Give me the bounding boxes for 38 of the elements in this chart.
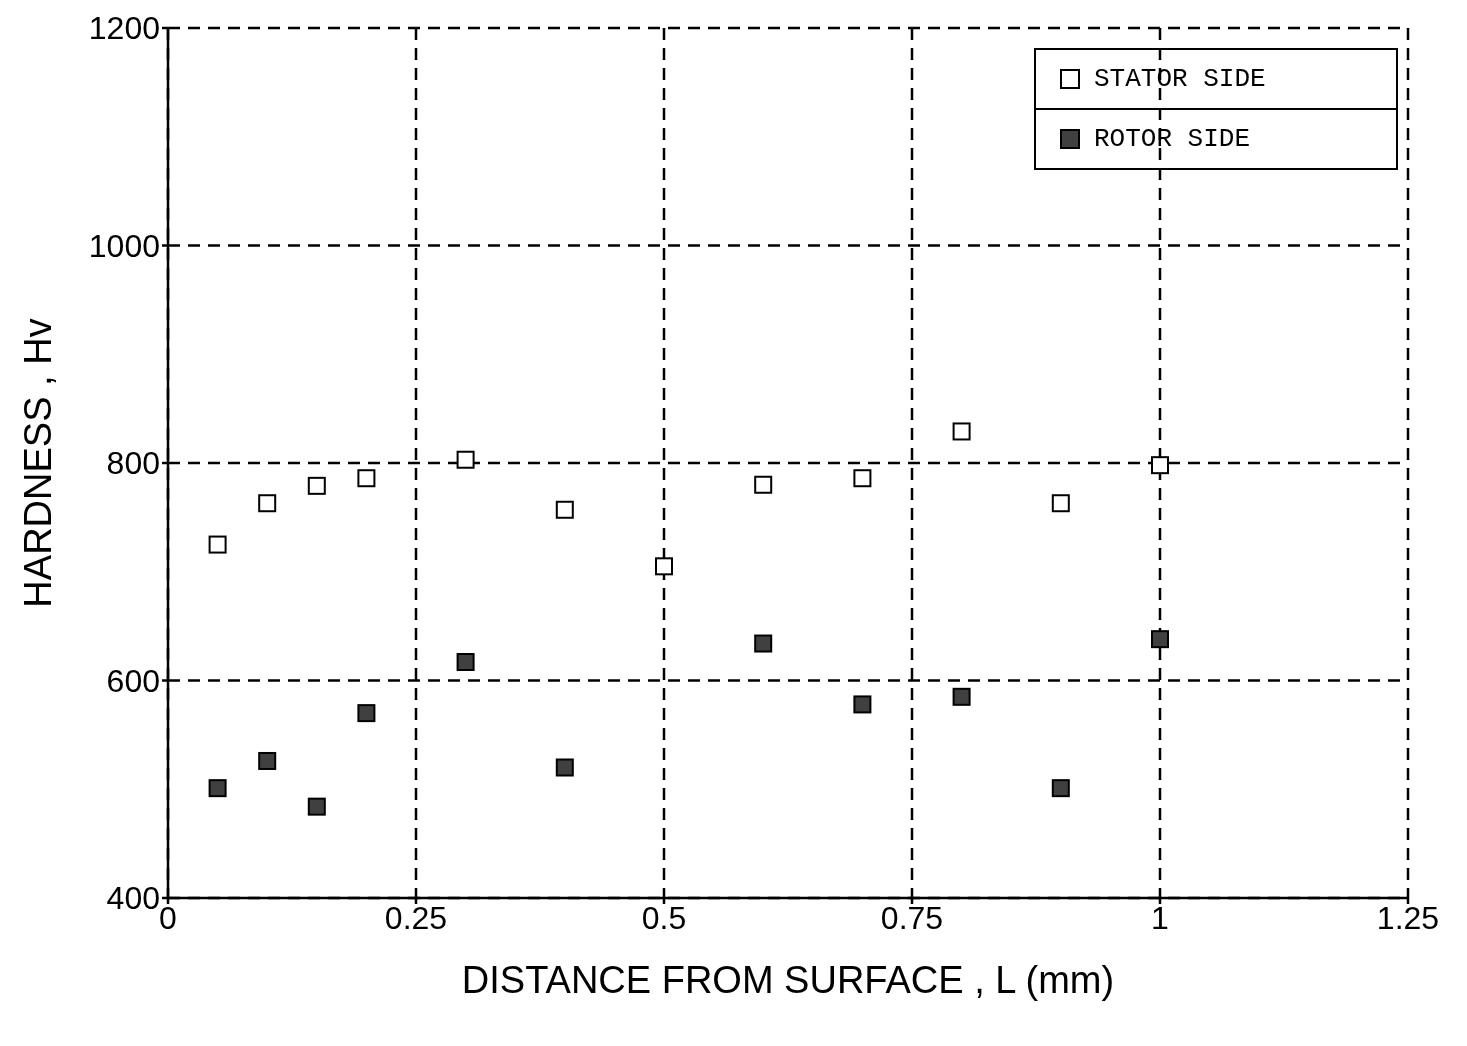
- legend-label: ROTOR SIDE: [1094, 124, 1251, 154]
- point: [853, 469, 872, 488]
- y-tick-label: 600: [106, 662, 160, 699]
- point: [655, 557, 673, 576]
- point: [258, 751, 277, 770]
- point: [754, 475, 773, 494]
- x-tick-label: 0.5: [641, 899, 687, 936]
- point: [357, 704, 376, 723]
- point: [1051, 779, 1070, 798]
- point: [952, 687, 971, 706]
- point: [307, 476, 326, 495]
- point: [307, 797, 326, 816]
- point: [555, 758, 574, 777]
- point: [208, 779, 227, 798]
- x-tick-label: 0.75: [880, 899, 944, 936]
- point: [952, 422, 971, 441]
- x-tick-label: 0.25: [384, 899, 448, 936]
- x-tick-label: 1: [1151, 899, 1169, 936]
- y-tick-label: 1200: [88, 10, 160, 47]
- point: [853, 695, 872, 714]
- point: [456, 450, 475, 469]
- point: [754, 634, 773, 653]
- x-tick-label: 0: [159, 899, 177, 936]
- point: [1051, 494, 1070, 513]
- point: [456, 653, 475, 672]
- x-axis-title: DISTANCE FROM SURFACE , L (mm): [461, 959, 1115, 1001]
- y-tick-label: 800: [106, 445, 160, 482]
- point: [208, 535, 227, 554]
- y-tick-label: 400: [106, 880, 160, 917]
- point: [555, 500, 574, 519]
- point: [1151, 456, 1169, 475]
- legend-label: STATOR SIDE: [1094, 64, 1266, 94]
- x-tick-label: 1.25: [1376, 899, 1440, 936]
- point: [1151, 630, 1169, 649]
- y-axis-title: HARDNESS , Hv: [17, 318, 60, 608]
- y-tick-label: 1000: [88, 227, 160, 264]
- point: [357, 469, 376, 488]
- point: [258, 494, 277, 513]
